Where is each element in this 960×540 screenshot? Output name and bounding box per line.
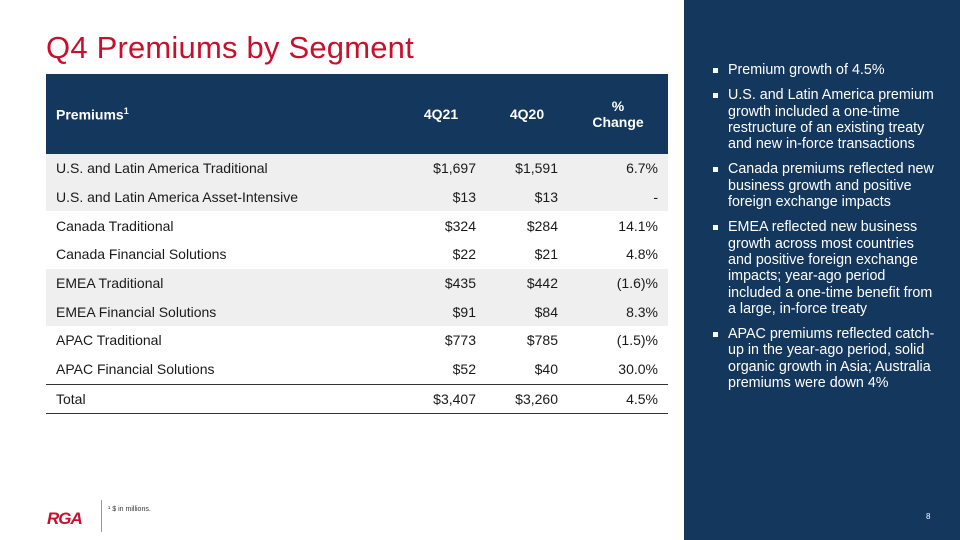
logo-divider [101, 500, 102, 532]
total-row: Total $3,407 $3,260 4.5% [46, 383, 668, 415]
commentary-bullets: Premium growth of 4.5% U.S. and Latin Am… [713, 62, 940, 400]
total-q20: $3,260 [486, 383, 568, 415]
table-row: U.S. and Latin America Asset-Intensive $… [46, 182, 668, 212]
total-q21: $3,407 [396, 383, 486, 415]
footnote-marker: 1 [123, 105, 129, 116]
bullet-square-icon [713, 332, 718, 338]
table-row: EMEA Financial Solutions $91 $84 8.3% [46, 297, 668, 327]
q20-cell: $785 [526, 332, 558, 349]
q20-cell: $84 [534, 303, 558, 320]
q20-cell: $442 [526, 275, 558, 292]
segment-cell: APAC Traditional [56, 332, 162, 349]
bullet-item: EMEA reflected new business growth acros… [713, 219, 940, 317]
segment-cell: EMEA Traditional [56, 275, 164, 292]
footnote: ¹ $ in millions. [108, 506, 151, 513]
table-header-row: Premiums1 4Q21 4Q20 % Change [46, 74, 668, 154]
table-row: U.S. and Latin America Traditional $1,69… [46, 154, 668, 183]
header-percent-change: % Change [592, 98, 644, 130]
q21-cell: $13 [452, 189, 476, 206]
bullet-square-icon [713, 225, 718, 231]
q21-cell: $52 [452, 361, 476, 378]
commentary-sidebar [684, 0, 960, 540]
segment-cell: U.S. and Latin America Asset-Intensive [56, 189, 299, 206]
rga-logo: RGA [47, 509, 84, 527]
q21-cell: $1,697 [433, 160, 476, 177]
bullet-item: Premium growth of 4.5% [713, 62, 940, 78]
bullet-item: U.S. and Latin America premium growth in… [713, 87, 940, 152]
q20-cell: $1,591 [515, 160, 558, 177]
q21-cell: $435 [444, 275, 476, 292]
q21-cell: $773 [444, 332, 476, 349]
q21-cell: $324 [444, 217, 476, 234]
bullet-square-icon [713, 68, 718, 73]
premiums-table: Premiums1 4Q21 4Q20 % Change U.S. and Lat… [46, 74, 668, 415]
q20-cell: $284 [526, 217, 558, 234]
total-change: 4.5% [568, 383, 668, 415]
page-title: Q4 Premiums by Segment [46, 30, 414, 65]
table-row: Canada Financial Solutions $22 $21 4.8% [46, 240, 668, 269]
q20-cell: $21 [534, 246, 558, 263]
table-row: EMEA Traditional $435 $442 (1.6)% [46, 268, 668, 298]
header-4q21: 4Q21 [423, 106, 459, 122]
segment-cell: Canada Traditional [56, 217, 174, 234]
page-number: 8 [926, 512, 931, 521]
change-cell: (1.5)% [616, 332, 658, 349]
segment-cell: EMEA Financial Solutions [56, 303, 217, 320]
header-premiums: Premiums1 [56, 105, 129, 123]
logo-text: RGA [47, 509, 83, 527]
q20-cell: $40 [534, 361, 558, 378]
bullet-square-icon [713, 167, 718, 173]
total-label: Total [46, 383, 396, 415]
segment-cell: U.S. and Latin America Traditional [56, 160, 268, 177]
segment-cell: APAC Financial Solutions [56, 361, 215, 378]
bullet-item: Canada premiums reflected new business g… [713, 161, 940, 210]
bullet-square-icon [713, 93, 718, 99]
bullet-item: APAC premiums reflected catch-up in the … [713, 326, 940, 391]
change-cell: 30.0% [618, 361, 658, 378]
change-cell: 14.1% [618, 217, 658, 234]
segment-cell: Canada Financial Solutions [56, 246, 227, 263]
change-cell: 8.3% [626, 303, 658, 320]
change-cell: 4.8% [626, 246, 658, 263]
table-row: APAC Traditional $773 $785 (1.5)% [46, 326, 668, 355]
q21-cell: $22 [452, 246, 476, 263]
change-cell: 6.7% [626, 160, 658, 177]
header-4q20: 4Q20 [509, 106, 545, 122]
table-row: APAC Financial Solutions $52 $40 30.0% [46, 355, 668, 384]
q20-cell: $13 [534, 189, 558, 206]
q21-cell: $91 [452, 303, 476, 320]
change-cell: (1.6)% [616, 275, 658, 292]
table-row: Canada Traditional $324 $284 14.1% [46, 211, 668, 240]
change-cell: - [653, 189, 658, 206]
